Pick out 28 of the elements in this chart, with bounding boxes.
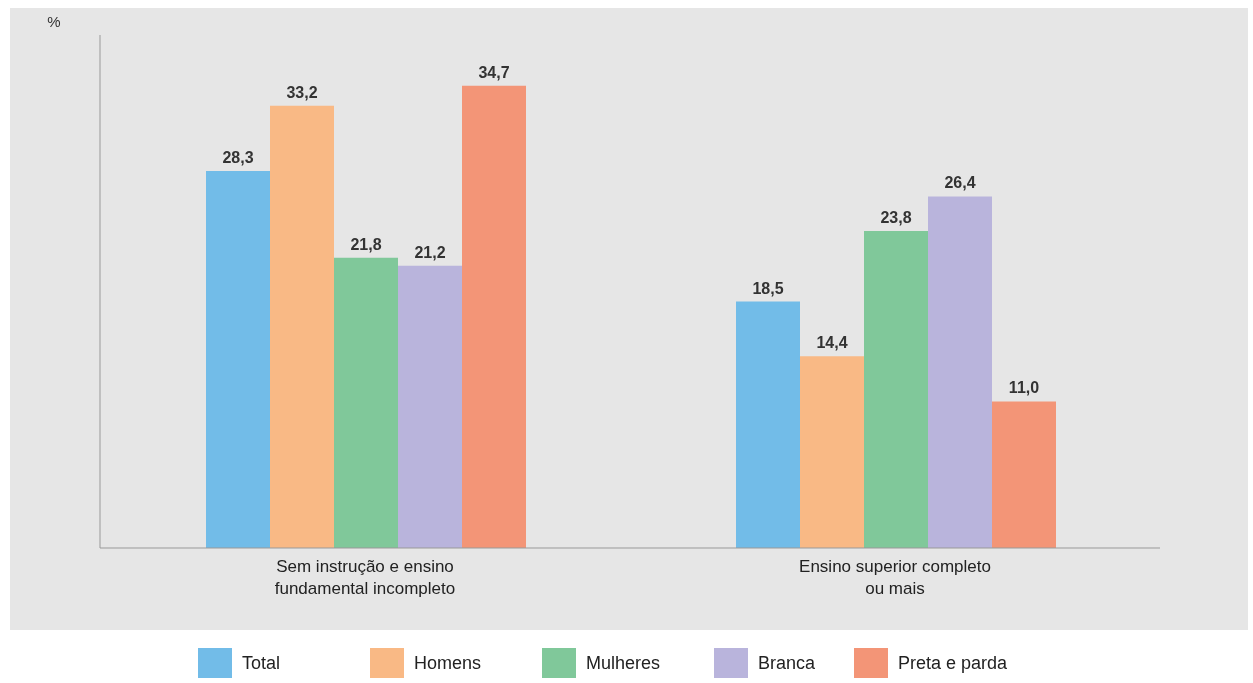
data-label: 26,4: [944, 174, 976, 192]
data-label: 11,0: [1008, 379, 1040, 397]
bar: [206, 171, 270, 548]
x-tick-label: Ensino superior completo ou mais: [799, 557, 991, 598]
data-label: 34,7: [478, 63, 510, 81]
data-label: 33,2: [286, 83, 318, 101]
bar: [462, 85, 526, 548]
legend-label: Total: [242, 652, 281, 674]
legend-label: Branca: [758, 652, 816, 674]
x-tick-label: Sem instrução e ensino fundamental incompleto: [274, 557, 456, 598]
bar: [736, 301, 800, 548]
legend-label: Mulheres: [586, 652, 661, 674]
y-axis-title: %: [47, 13, 61, 30]
bar: [992, 401, 1056, 548]
data-label: 21,2: [414, 243, 446, 261]
bar: [800, 356, 864, 548]
data-label: 21,8: [350, 235, 382, 253]
bar: [270, 105, 334, 548]
legend-label: Homens: [414, 652, 482, 674]
bar: [334, 257, 398, 548]
bar: [864, 231, 928, 548]
bar: [398, 265, 462, 548]
data-label: 28,3: [222, 149, 254, 167]
data-label: 23,8: [880, 209, 912, 227]
data-label: 14,4: [816, 334, 848, 352]
legend-label: Preta e parda: [898, 652, 1008, 674]
data-label: 18,5: [752, 279, 784, 297]
bar: [928, 196, 992, 548]
